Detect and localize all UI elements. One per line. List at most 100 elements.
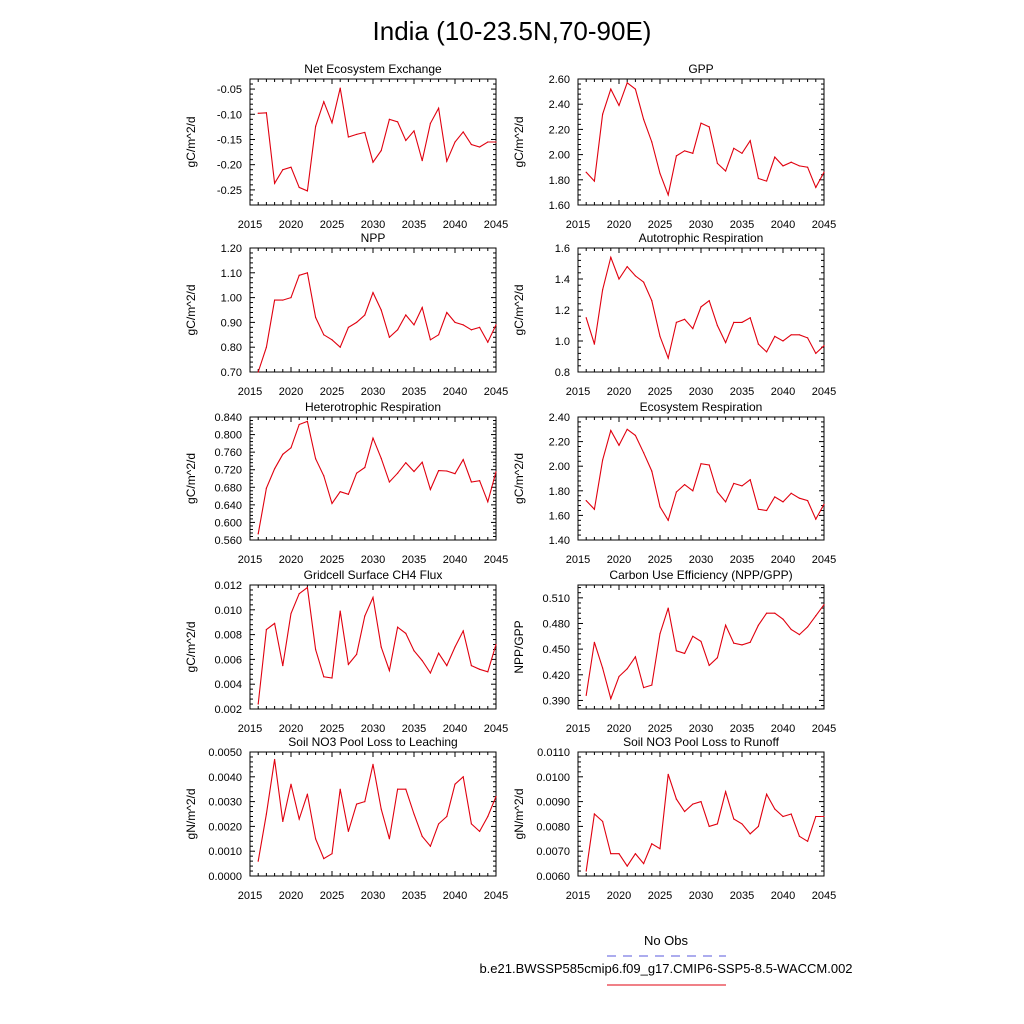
data-point (741, 485, 743, 487)
y-tick-label: 0.600 (214, 517, 242, 529)
data-point (487, 341, 489, 343)
data-point (462, 776, 464, 778)
x-tick-label: 2035 (730, 219, 754, 231)
y-tick-label: -0.05 (217, 84, 242, 96)
data-point (593, 641, 596, 643)
data-point (782, 618, 784, 620)
data-point (347, 493, 349, 495)
data-point (429, 845, 431, 847)
x-tick-label: 2045 (812, 386, 836, 398)
y-tick-label: 1.20 (221, 243, 242, 255)
data-point (347, 326, 349, 328)
data-point (323, 858, 325, 860)
data-point (651, 300, 653, 302)
data-point (429, 339, 431, 341)
data-point (315, 125, 317, 127)
data-point (315, 458, 317, 460)
panel-9: Soil NO3 Pool Loss to Leaching gN/m^2/d 20… (184, 735, 508, 902)
data-point (684, 652, 686, 655)
data-point (274, 622, 276, 625)
x-tick-label: 2045 (484, 554, 508, 566)
data-point (716, 823, 719, 825)
series-line (585, 428, 825, 522)
data-point (265, 813, 267, 815)
data-point (733, 321, 735, 323)
x-tick-label: 2025 (648, 386, 672, 398)
data-point (815, 186, 817, 188)
data-point (372, 292, 374, 294)
y-tick-label: 1.80 (549, 175, 570, 187)
y-tick-label: 1.6 (555, 243, 570, 255)
data-point (790, 813, 792, 815)
data-point (708, 300, 710, 302)
data-point (257, 533, 259, 535)
x-tick-label: 2015 (238, 386, 262, 398)
data-point (766, 509, 768, 512)
data-point (462, 630, 464, 632)
data-point (380, 646, 382, 648)
y-axis-label: gC/m^2/d (184, 117, 198, 168)
x-tick-label: 2020 (607, 890, 631, 902)
data-point (315, 648, 317, 651)
data-point (692, 328, 694, 330)
x-tick-label: 2040 (771, 890, 795, 902)
x-tick-label: 2020 (279, 386, 303, 398)
data-point (798, 334, 801, 336)
data-point (823, 171, 825, 173)
data-point (651, 843, 653, 845)
data-point (298, 593, 300, 595)
data-point (675, 321, 678, 323)
series-line (257, 420, 497, 534)
panel-title: Autotrophic Respiration (639, 231, 764, 245)
y-axis-label: gC/m^2/d (184, 285, 198, 336)
data-point (667, 773, 669, 775)
data-point (692, 152, 694, 154)
data-point (659, 848, 661, 850)
panel-title: NPP (361, 231, 386, 245)
data-point (265, 112, 267, 114)
data-point (282, 820, 284, 823)
x-tick-label: 2015 (238, 219, 262, 231)
y-tick-label: 1.0 (555, 336, 570, 348)
data-point (823, 503, 825, 505)
data-point (602, 667, 604, 669)
x-tick-label: 2030 (361, 554, 385, 566)
x-tick-label: 2030 (689, 386, 713, 398)
y-tick-label: 0.0050 (208, 747, 242, 759)
data-point (331, 339, 333, 341)
x-tick-label: 2045 (484, 723, 508, 735)
data-point (487, 141, 489, 143)
data-point (274, 299, 276, 301)
data-point (807, 166, 809, 168)
x-tick-label: 2035 (730, 890, 754, 902)
panel-4: Autotrophic Respiration gC/m^2/d 2015 2020 2… (512, 231, 836, 398)
data-point (372, 763, 374, 766)
data-point (716, 657, 719, 659)
y-tick-label: 0.680 (214, 482, 242, 494)
data-point (347, 136, 349, 138)
data-point (733, 642, 735, 644)
data-point (807, 840, 809, 842)
x-tick-label: 2030 (689, 890, 713, 902)
data-point (700, 122, 702, 124)
data-point (815, 518, 817, 520)
x-tick-label: 2040 (443, 890, 467, 902)
data-point (700, 306, 702, 308)
panel-title: Gridcell Surface CH4 Flux (304, 568, 443, 582)
data-point (634, 853, 637, 855)
y-tick-label: 2.00 (549, 150, 570, 162)
data-point (725, 341, 727, 344)
data-point (470, 143, 472, 146)
data-point (602, 289, 604, 291)
y-tick-label: -0.10 (217, 109, 242, 121)
data-point (602, 113, 604, 115)
data-point (421, 306, 423, 309)
data-point (331, 677, 333, 679)
data-point (306, 190, 308, 192)
data-point (257, 703, 259, 705)
data-point (618, 853, 620, 855)
data-point (429, 672, 431, 674)
data-point (774, 808, 776, 810)
data-point (675, 491, 678, 493)
x-tick-label: 2025 (648, 890, 672, 902)
